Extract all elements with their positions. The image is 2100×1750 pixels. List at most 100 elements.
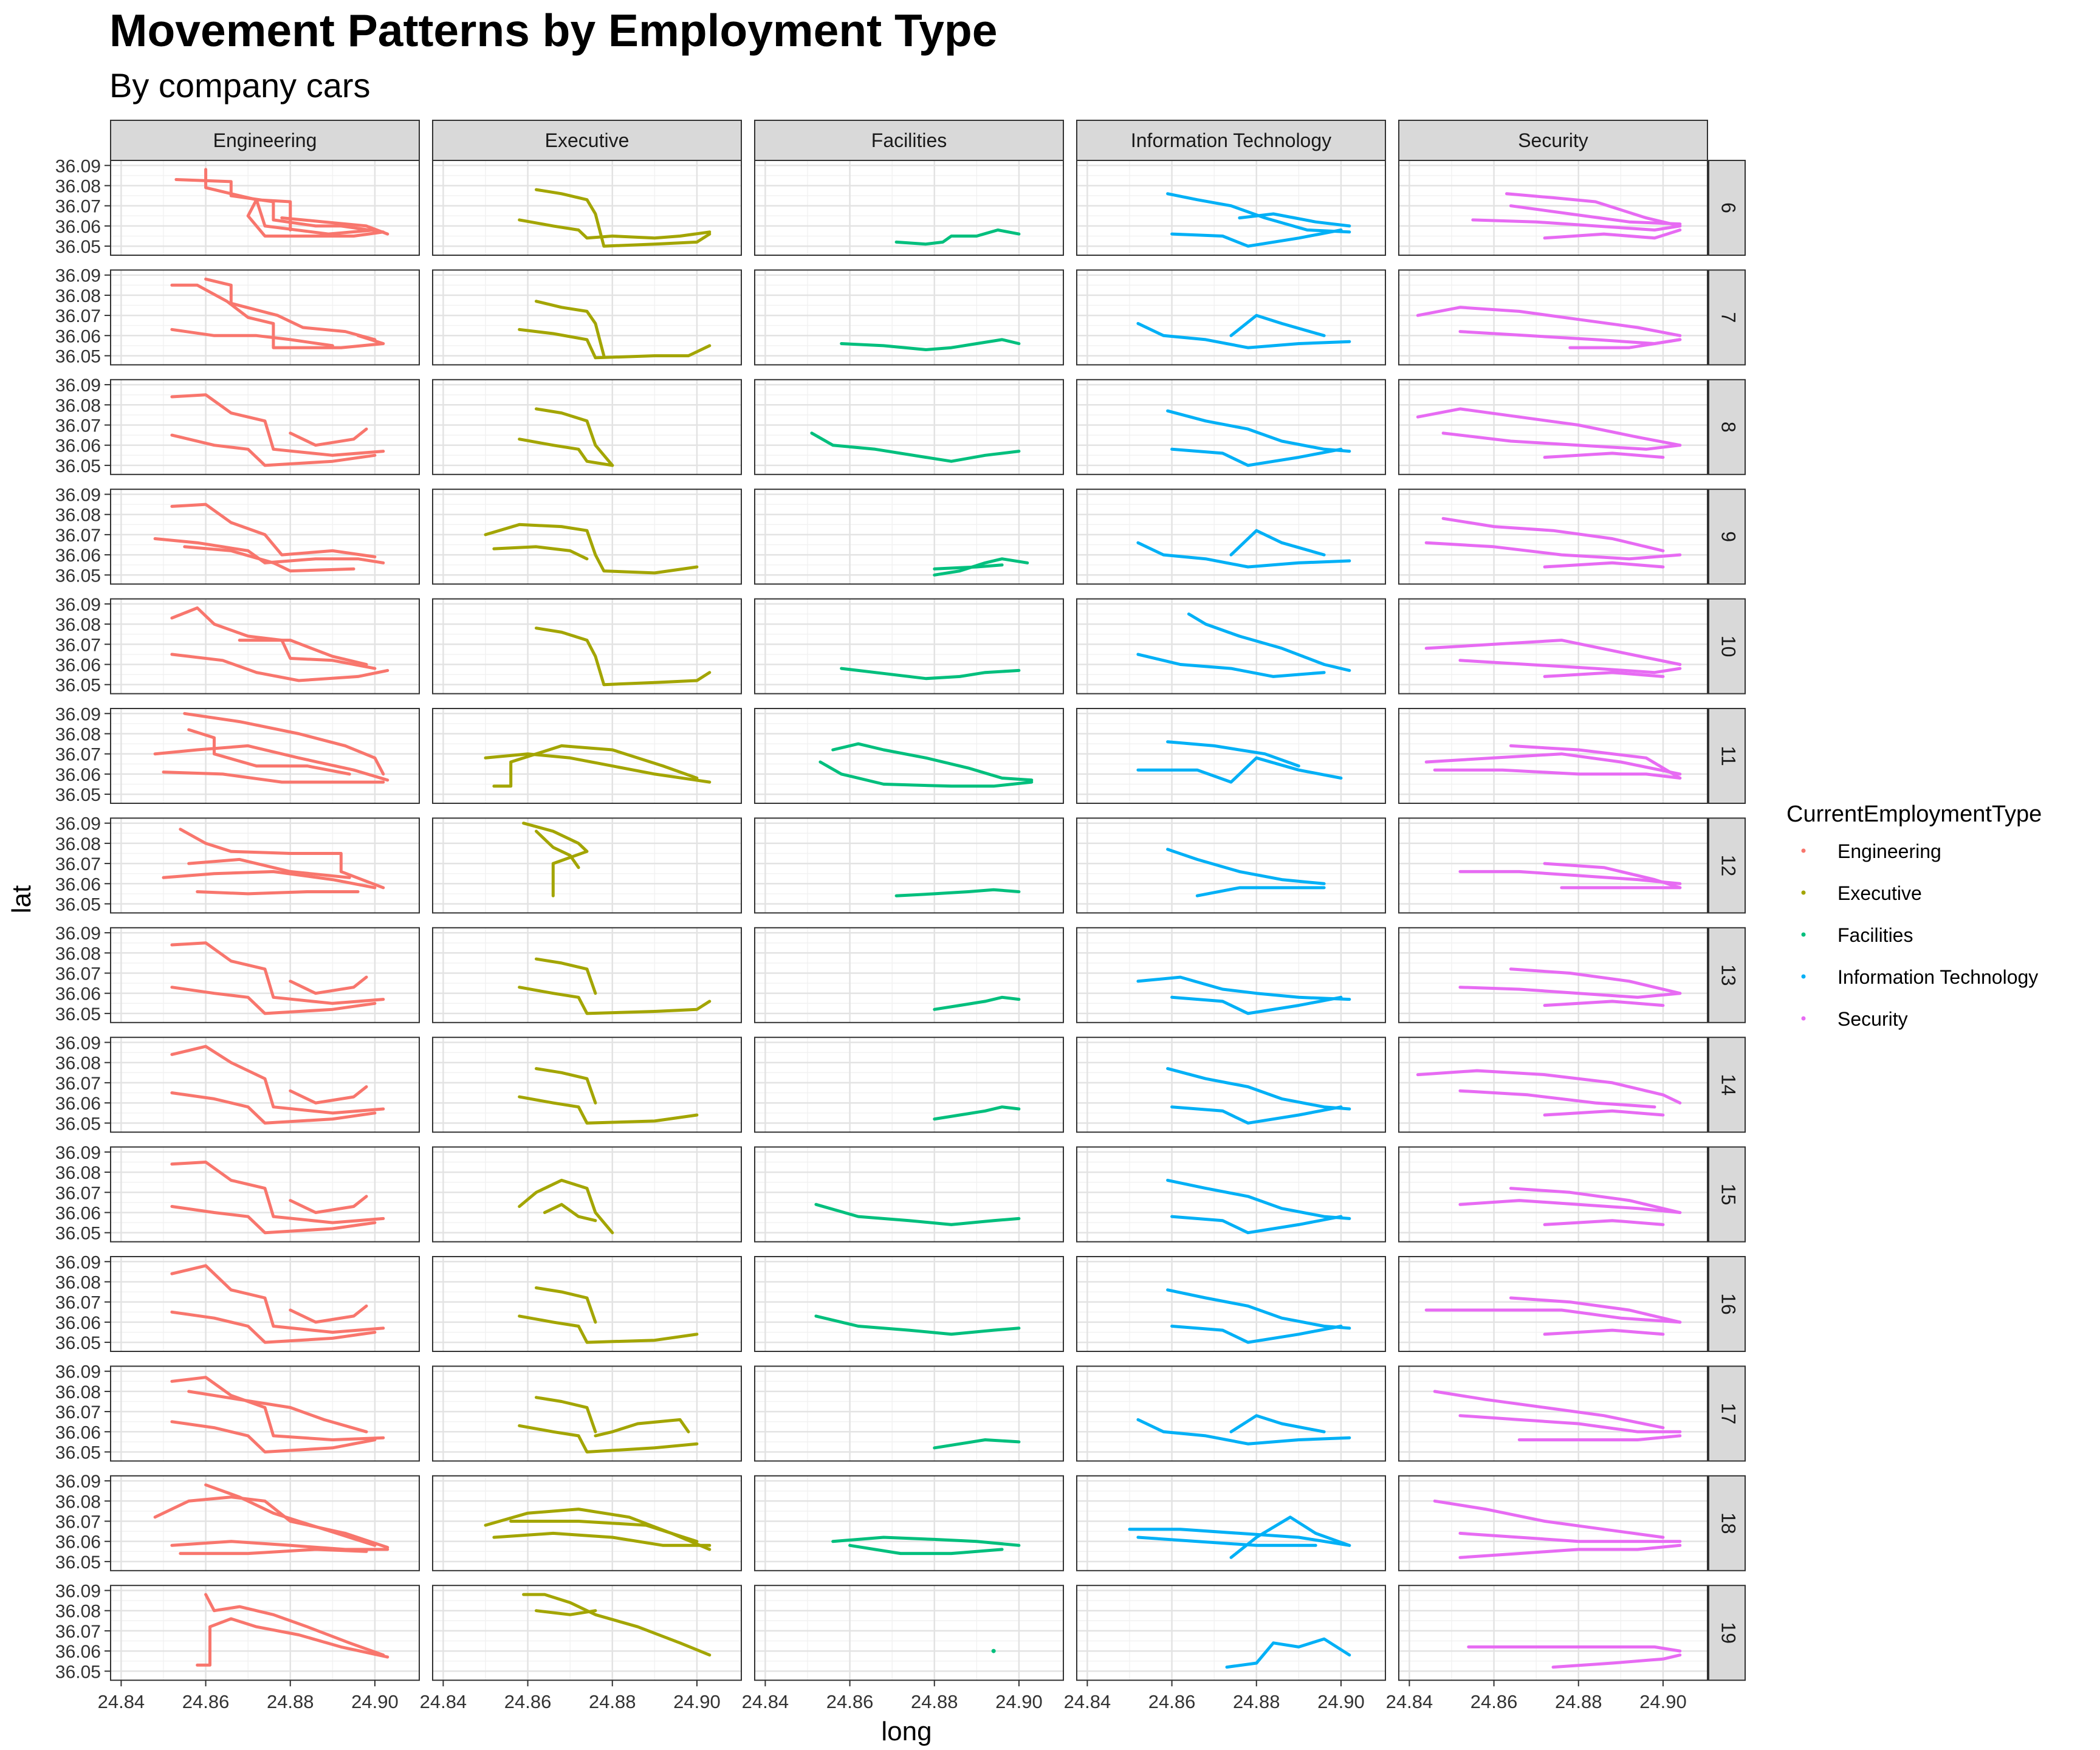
panel-background bbox=[755, 1475, 1063, 1571]
row-strip-18 bbox=[1708, 1475, 1746, 1571]
track-line bbox=[1229, 529, 1326, 557]
panel-engineering-14 bbox=[110, 1037, 420, 1133]
panel-background bbox=[111, 160, 419, 255]
panel-engineering-19 bbox=[110, 1585, 420, 1681]
panel-background bbox=[1077, 489, 1385, 585]
track-line bbox=[1166, 740, 1300, 768]
legend-label-security: Security bbox=[1837, 1008, 1908, 1030]
panel-engineering-10 bbox=[110, 598, 420, 695]
track-line bbox=[894, 228, 1021, 246]
track-line bbox=[535, 1286, 597, 1324]
column-strip-label: Security bbox=[1518, 129, 1588, 151]
track-line bbox=[840, 667, 1021, 681]
x-tick-label: 24.88 bbox=[267, 1691, 314, 1712]
panel-executive-16 bbox=[432, 1256, 742, 1352]
panel-border bbox=[1398, 708, 1708, 804]
y-tick-label: 36.05 bbox=[55, 346, 101, 366]
y-tick-label: 36.09 bbox=[55, 1033, 101, 1053]
panel-executive-14 bbox=[432, 1037, 742, 1133]
panel-border bbox=[110, 817, 420, 914]
panel-border bbox=[432, 379, 742, 475]
panel-background bbox=[111, 1585, 419, 1681]
row-strip-10 bbox=[1708, 598, 1746, 695]
track-line bbox=[170, 1264, 385, 1334]
legend-label-engineering: Engineering bbox=[1837, 840, 1941, 862]
row-strip-label: 15 bbox=[1718, 1184, 1740, 1206]
panel-facilities-12 bbox=[754, 817, 1064, 914]
panel-border bbox=[1398, 160, 1708, 256]
panel-border bbox=[1076, 269, 1386, 366]
panel-border bbox=[1398, 927, 1708, 1023]
track-line bbox=[1467, 1645, 1682, 1653]
panel-information-technology-16 bbox=[1076, 1256, 1386, 1352]
track-line bbox=[1424, 541, 1682, 561]
y-tick-label: 36.07 bbox=[55, 964, 101, 984]
track-line bbox=[1441, 516, 1665, 552]
row-strip-13 bbox=[1708, 927, 1746, 1023]
track-line bbox=[170, 1310, 377, 1344]
track-line bbox=[1170, 1325, 1343, 1344]
panel-border bbox=[432, 269, 742, 366]
track-line bbox=[522, 822, 589, 897]
row-strip-label: 8 bbox=[1718, 422, 1740, 433]
legend-label-information-technology: Information Technology bbox=[1837, 966, 2038, 988]
track-line bbox=[1170, 1215, 1343, 1235]
y-tick-label: 36.09 bbox=[55, 1581, 101, 1601]
track-line bbox=[1166, 1067, 1351, 1111]
panel-background bbox=[1077, 270, 1385, 365]
track-line bbox=[289, 975, 368, 995]
panel-border bbox=[1398, 1037, 1708, 1133]
track-line bbox=[1433, 1390, 1665, 1430]
panel-facilities-9 bbox=[754, 489, 1064, 585]
panel-security-7 bbox=[1398, 269, 1708, 366]
track-line bbox=[1543, 1219, 1665, 1226]
legend: CurrentEmploymentType Engineering Executi… bbox=[1786, 801, 2042, 1030]
panel-border bbox=[754, 379, 1064, 475]
track-line bbox=[1416, 407, 1682, 447]
y-axis-group: 36.0536.0636.0736.0836.0936.0536.0636.07… bbox=[55, 156, 111, 1682]
panel-border bbox=[1398, 817, 1708, 914]
panel-border bbox=[754, 817, 1064, 914]
legend-key-information-technology bbox=[1801, 974, 1806, 979]
panel-background bbox=[1399, 1147, 1707, 1242]
panel-border bbox=[432, 1365, 742, 1462]
panel-border bbox=[754, 598, 1064, 695]
y-tick-label: 36.09 bbox=[55, 1362, 101, 1382]
y-tick-label: 36.05 bbox=[55, 1443, 101, 1463]
track-line bbox=[196, 1617, 389, 1667]
panel-border bbox=[1076, 1365, 1386, 1462]
y-tick-label: 36.06 bbox=[55, 546, 101, 566]
panel-facilities-18 bbox=[754, 1475, 1064, 1571]
column-strip-label: Information Technology bbox=[1131, 129, 1331, 151]
track-line bbox=[1166, 848, 1326, 885]
track-line bbox=[183, 712, 385, 776]
x-axis-title: long bbox=[881, 1717, 932, 1746]
panel-border bbox=[1398, 379, 1708, 475]
x-tick-label: 24.90 bbox=[995, 1691, 1043, 1712]
y-tick-label: 36.05 bbox=[55, 894, 101, 914]
panel-background bbox=[433, 489, 741, 585]
panel-security-16 bbox=[1398, 1256, 1708, 1352]
track-line bbox=[162, 870, 377, 890]
track-line bbox=[509, 1520, 699, 1543]
panel-engineering-8 bbox=[110, 379, 420, 475]
y-tick-label: 36.09 bbox=[55, 376, 101, 396]
panel-background bbox=[433, 1366, 741, 1461]
panel-engineering-12 bbox=[110, 817, 420, 914]
track-line bbox=[170, 503, 377, 558]
track-line bbox=[153, 537, 385, 564]
row-strip-17 bbox=[1708, 1365, 1746, 1462]
y-tick-label: 36.09 bbox=[55, 924, 101, 944]
panel-background bbox=[1077, 927, 1385, 1023]
x-tick-label: 24.88 bbox=[589, 1691, 636, 1712]
track-line bbox=[1543, 862, 1682, 890]
track-line bbox=[1170, 995, 1343, 1015]
y-tick-label: 36.06 bbox=[55, 326, 101, 346]
panel-facilities-16 bbox=[754, 1256, 1064, 1352]
row-strip-label: 14 bbox=[1718, 1074, 1740, 1096]
panel-background bbox=[755, 1585, 1063, 1681]
panel-executive-10 bbox=[432, 598, 742, 695]
x-tick-label: 24.86 bbox=[826, 1691, 874, 1712]
track-line bbox=[204, 168, 377, 236]
panel-executive-7 bbox=[432, 269, 742, 366]
